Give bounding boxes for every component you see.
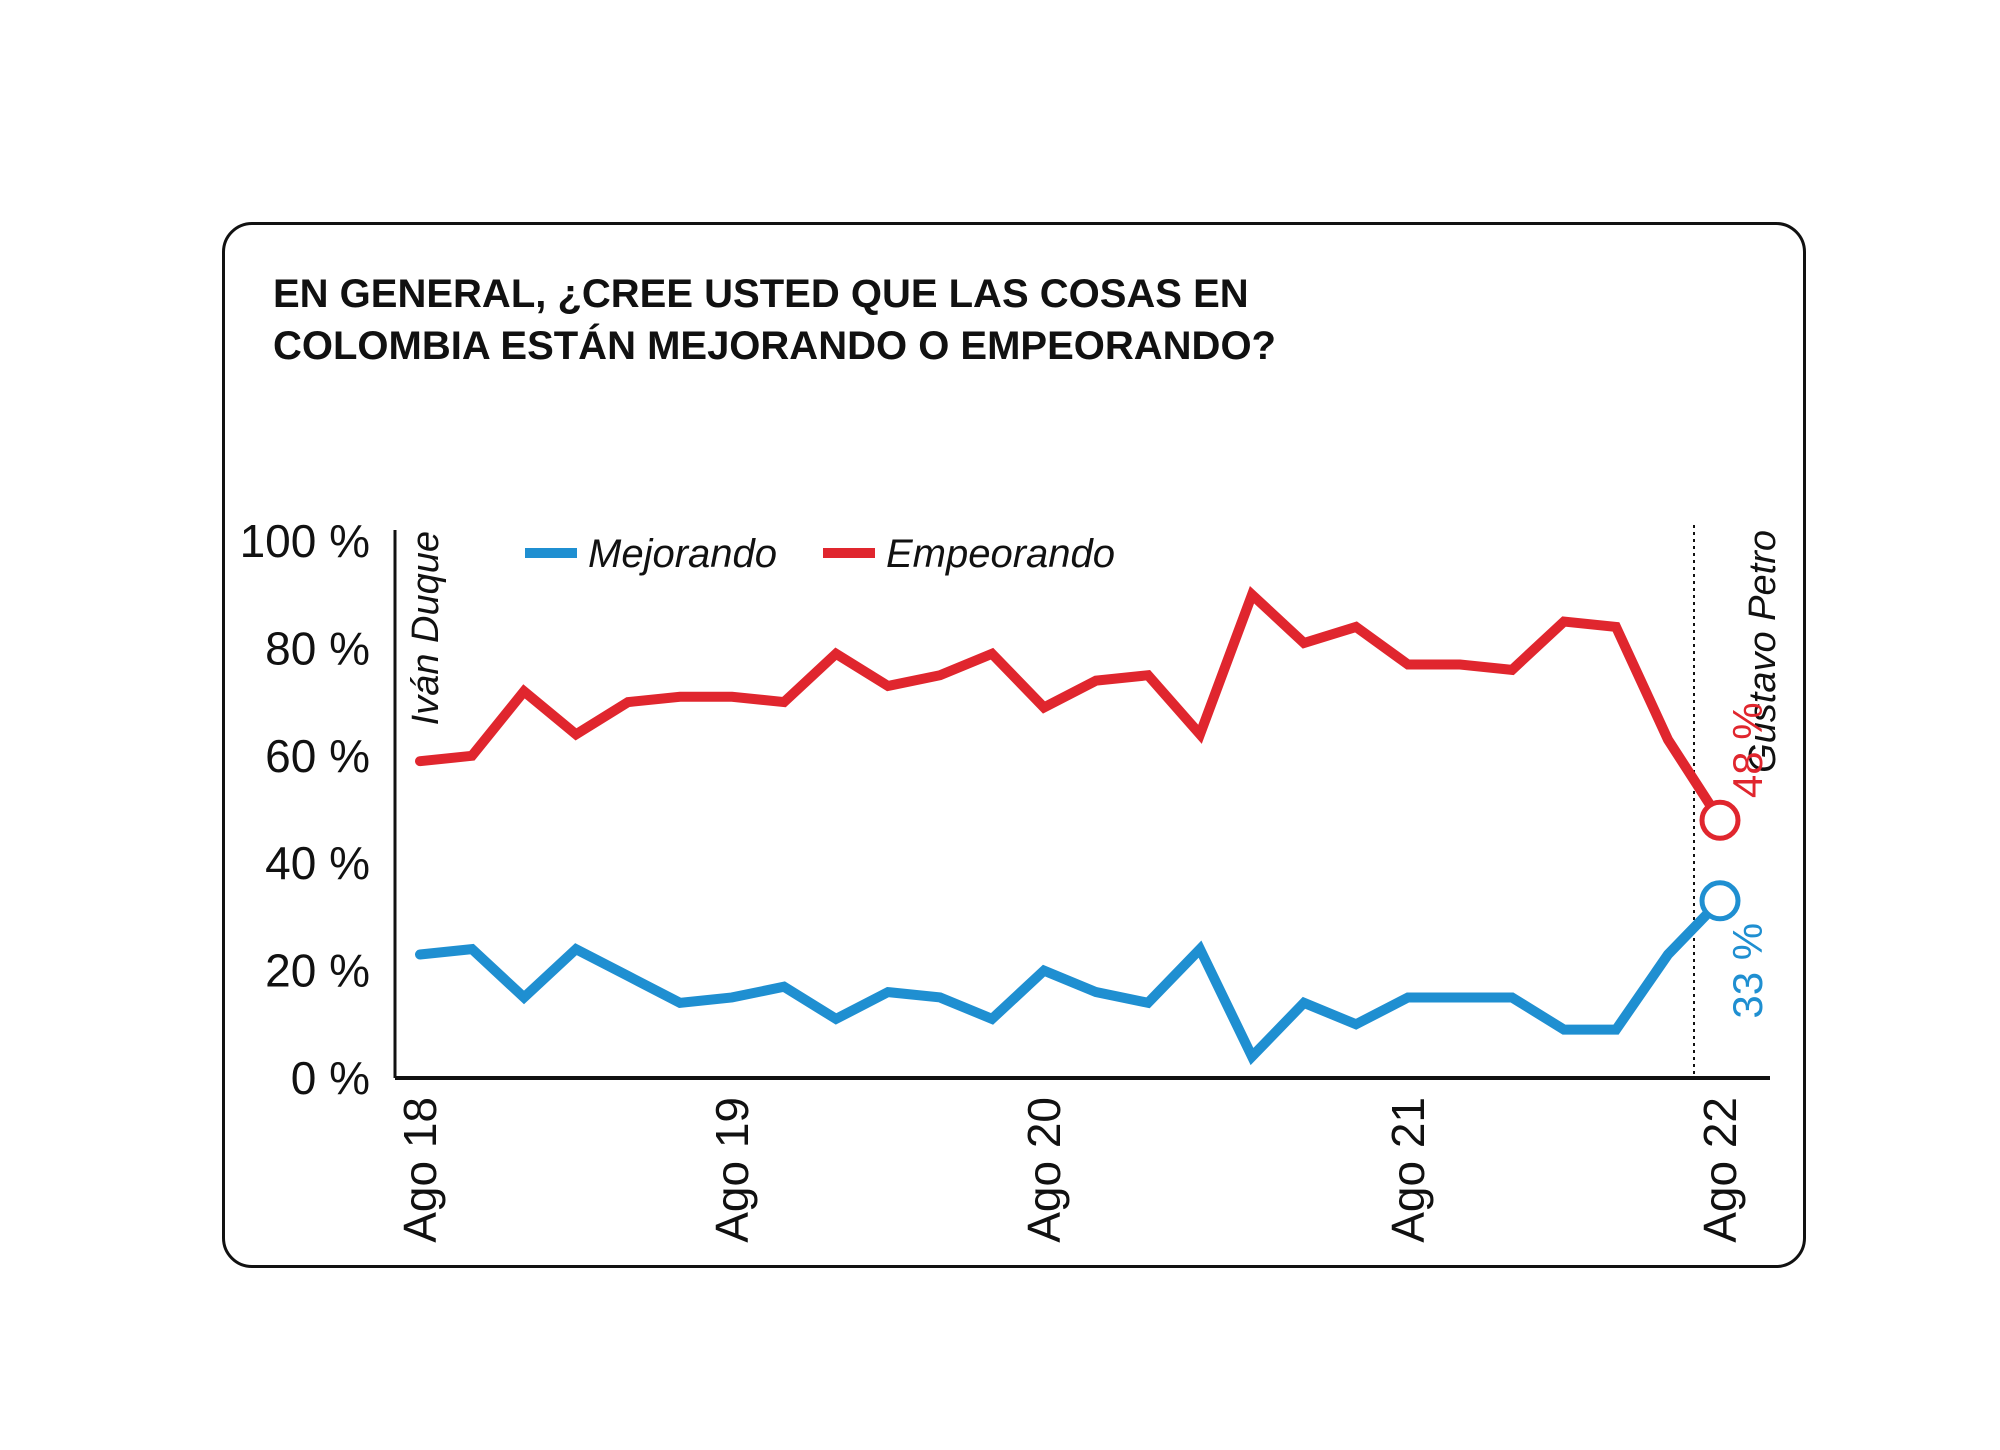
chart-title-line-1: EN GENERAL, ¿CREE USTED QUE LAS COSAS EN — [273, 272, 1249, 316]
end-value-label-empeorando: 48 % — [1724, 702, 1771, 798]
annotation-gustavo-petro: Gustavo Petro — [1742, 530, 1784, 773]
x-tick-label-ago-18: Ago 18 — [394, 1097, 446, 1243]
x-tick-label-ago-21: Ago 21 — [1382, 1097, 1434, 1243]
series-line-empeorando — [415, 585, 1725, 826]
y-tick-label-20: 20 % — [265, 945, 370, 997]
legend: Mejorando Empeorando — [525, 532, 1115, 576]
chart-title-line-2: COLOMBIA ESTÁN MEJORANDO O EMPEORANDO? — [273, 323, 1276, 368]
end-marker-mejorando — [1699, 880, 1741, 922]
end-value-label-mejorando: 33 % — [1724, 923, 1771, 1019]
x-tick-label-ago-22: Ago 22 — [1694, 1097, 1746, 1243]
y-tick-label-100: 100 % — [240, 515, 370, 567]
x-axis-tick-labels: Ago 18 Ago 19 Ago 20 Ago 21 Ago 22 — [394, 1097, 1746, 1243]
series-line-mejorando — [415, 895, 1725, 1066]
y-tick-label-40: 40 % — [265, 837, 370, 889]
y-tick-label-0: 0 % — [291, 1052, 370, 1104]
legend-label-empeorando: Empeorando — [886, 532, 1115, 576]
y-axis-tick-labels: 0 % 20 % 40 % 60 % 80 % 100 % — [240, 515, 370, 1104]
x-tick-label-ago-19: Ago 19 — [706, 1097, 758, 1243]
y-tick-label-60: 60 % — [265, 730, 370, 782]
end-marker-empeorando — [1699, 799, 1741, 841]
x-tick-label-ago-20: Ago 20 — [1018, 1097, 1070, 1243]
chart-card: EN GENERAL, ¿CREE USTED QUE LAS COSAS EN… — [222, 222, 1806, 1268]
chart-svg: EN GENERAL, ¿CREE USTED QUE LAS COSAS EN… — [240, 272, 1784, 1243]
y-tick-label-80: 80 % — [265, 622, 370, 674]
annotation-ivan-duque: Iván Duque — [405, 531, 447, 725]
legend-label-mejorando: Mejorando — [588, 532, 777, 576]
